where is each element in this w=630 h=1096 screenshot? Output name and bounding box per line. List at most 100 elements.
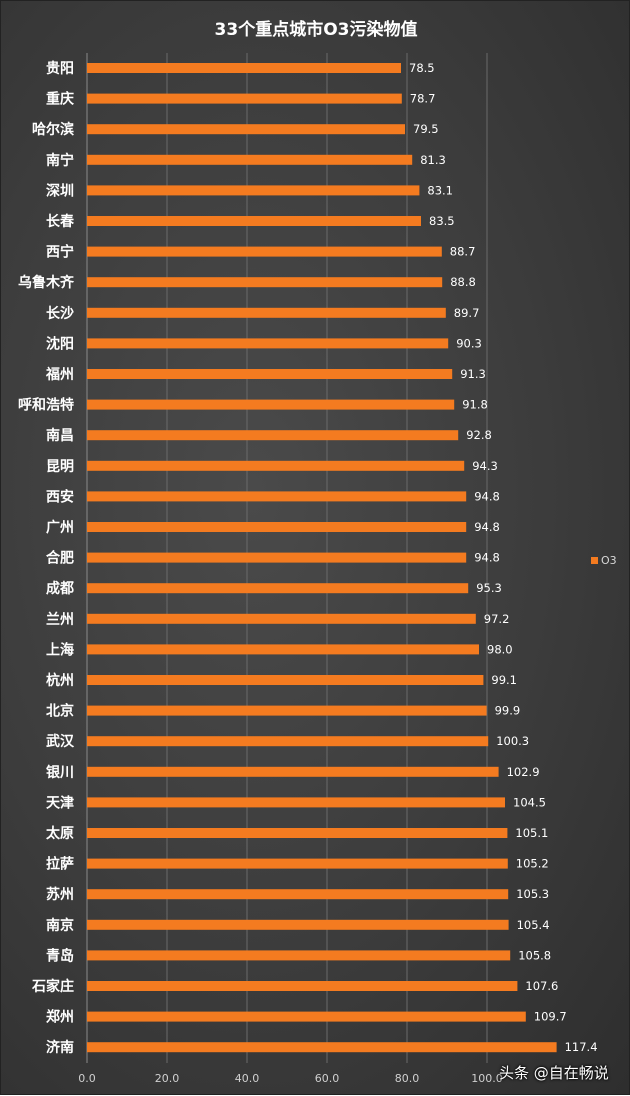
category-label: 兰州 — [46, 611, 74, 628]
category-label: 长春 — [46, 213, 75, 230]
data-label: 94.8 — [474, 520, 500, 534]
x-tick-label: 40.0 — [235, 1072, 260, 1085]
bar — [87, 460, 465, 471]
category-label: 济南 — [46, 1039, 74, 1056]
legend-label: O3 — [601, 554, 617, 567]
bar — [87, 858, 508, 869]
category-label: 上海 — [46, 641, 74, 658]
category-label: 福州 — [45, 366, 74, 383]
data-label: 105.3 — [516, 887, 549, 901]
data-label: 90.3 — [456, 336, 482, 350]
bar — [87, 919, 509, 930]
x-tick-label: 80.0 — [395, 1072, 420, 1085]
category-label: 成都 — [46, 580, 74, 597]
data-label: 117.4 — [565, 1040, 598, 1054]
data-label: 99.1 — [491, 673, 517, 687]
data-label: 99.9 — [495, 704, 521, 718]
category-label: 银川 — [46, 764, 74, 781]
bar — [87, 675, 484, 685]
category-label: 西宁 — [46, 244, 74, 261]
bar — [87, 950, 511, 961]
data-label: 91.3 — [460, 367, 486, 381]
bar — [87, 93, 402, 104]
x-tick-label: 20.0 — [155, 1072, 180, 1085]
data-label: 91.8 — [462, 398, 488, 412]
bar — [87, 277, 443, 288]
data-label: 105.2 — [516, 857, 549, 871]
category-label: 西安 — [46, 488, 74, 505]
category-label: 长沙 — [46, 305, 74, 322]
data-label: 79.5 — [413, 122, 439, 136]
category-label: 南京 — [46, 917, 74, 934]
chart-title: 33个重点城市O3污染物值 — [214, 20, 418, 40]
watermark: 头条 @自在畅说 — [499, 1064, 609, 1082]
legend: O3 — [591, 554, 617, 567]
data-label: 98.0 — [487, 642, 513, 656]
category-label: 武汉 — [46, 733, 75, 750]
category-label: 太原 — [46, 825, 74, 842]
category-label: 南宁 — [46, 152, 74, 169]
data-label: 105.4 — [517, 918, 550, 932]
bar — [87, 185, 420, 196]
data-label: 88.7 — [450, 245, 476, 259]
category-label: 昆明 — [46, 459, 74, 475]
category-label: 广州 — [46, 519, 74, 536]
category-label: 深圳 — [46, 182, 74, 199]
data-label: 81.3 — [420, 153, 446, 167]
category-label: 北京 — [46, 703, 74, 720]
bar — [87, 216, 421, 226]
category-label: 郑州 — [46, 1009, 74, 1026]
data-label: 105.1 — [515, 826, 548, 840]
bar — [87, 644, 479, 655]
bar — [87, 613, 476, 624]
category-label: 拉萨 — [46, 856, 74, 873]
x-tick-label: 100.0 — [471, 1072, 503, 1085]
bar — [87, 154, 413, 165]
data-label: 95.3 — [476, 581, 502, 595]
x-tick-label: 0.0 — [78, 1072, 96, 1085]
data-label: 107.6 — [525, 979, 558, 993]
category-label: 合肥 — [46, 550, 74, 567]
data-label: 102.9 — [507, 765, 540, 779]
data-label: 104.5 — [513, 795, 546, 809]
bar — [87, 522, 467, 532]
bar — [87, 491, 467, 502]
data-label: 92.8 — [466, 428, 492, 442]
bar — [87, 246, 442, 257]
category-label: 沈阳 — [46, 335, 74, 352]
bar — [87, 705, 487, 716]
bar — [87, 430, 459, 441]
data-label: 88.8 — [450, 275, 476, 289]
bar — [87, 1011, 526, 1022]
bar — [87, 1042, 557, 1053]
category-label: 石家庄 — [31, 978, 74, 995]
bar — [87, 889, 509, 900]
bar — [87, 981, 518, 991]
bar — [87, 583, 469, 594]
legend-swatch — [591, 557, 598, 564]
category-label: 贵阳 — [46, 60, 74, 77]
data-label: 83.5 — [429, 214, 455, 228]
bar — [87, 552, 467, 563]
bar — [87, 828, 508, 838]
data-label: 89.7 — [454, 306, 480, 320]
category-label: 重庆 — [46, 91, 74, 108]
bar — [87, 124, 405, 135]
data-label: 109.7 — [534, 1010, 567, 1024]
data-label: 94.8 — [474, 551, 500, 565]
bar — [87, 307, 446, 318]
category-label: 青岛 — [46, 947, 74, 964]
data-label: 97.2 — [484, 612, 510, 626]
x-tick-label: 60.0 — [315, 1072, 340, 1085]
data-label: 83.1 — [427, 183, 453, 197]
data-label: 78.5 — [409, 61, 435, 75]
bar — [87, 63, 401, 73]
data-label: 100.3 — [496, 734, 529, 748]
category-label: 天津 — [46, 794, 74, 811]
data-label: 94.3 — [472, 459, 498, 473]
bar — [87, 797, 505, 808]
data-label: 105.8 — [518, 948, 551, 962]
category-label: 南昌 — [46, 427, 74, 444]
category-label: 呼和浩特 — [18, 397, 74, 414]
